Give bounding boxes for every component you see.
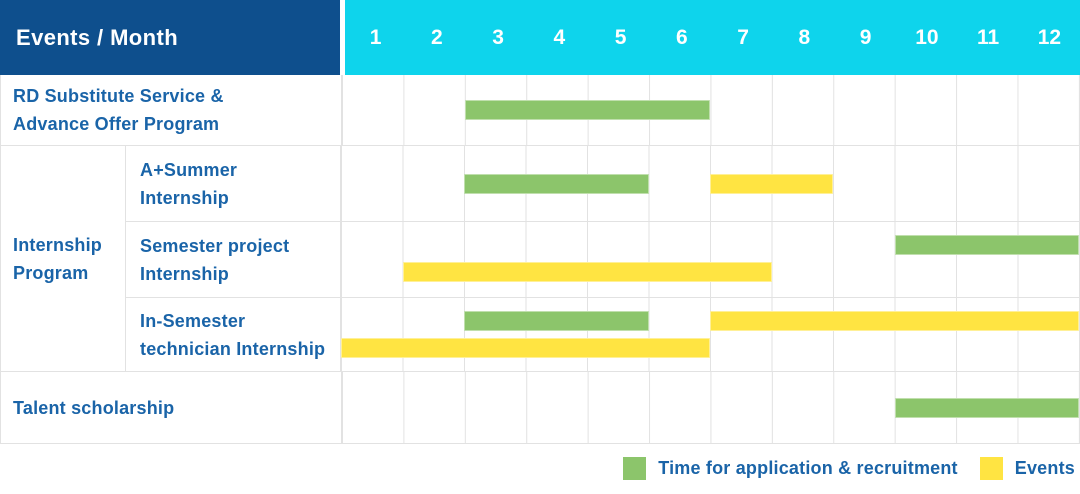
legend-item-events: Events — [979, 457, 1075, 480]
legend-label-events: Events — [1014, 458, 1075, 478]
month-label: 7 — [737, 25, 749, 49]
gantt-bar-yellow — [710, 311, 1079, 331]
month-label: 1 — [369, 25, 382, 49]
legend-swatch-yellow — [979, 457, 1003, 480]
chart-area-semester-project — [341, 222, 1079, 297]
row-summer-internship: A+Summer Internship — [126, 146, 1079, 222]
legend-label-recruitment: Time for application & recruitment — [658, 458, 958, 478]
month-label: 10 — [915, 25, 939, 49]
chart-area-talent-scholarship — [342, 372, 1079, 443]
gantt-bar-green — [894, 235, 1079, 255]
row-label-line: RD Substitute Service & — [13, 86, 224, 106]
row-label-line: Advance Offer Program — [13, 114, 220, 134]
gantt-bar-yellow — [402, 262, 772, 282]
row-label-technician-internship: In-Semester technician Internship — [126, 298, 341, 371]
row-label-summer-internship: A+Summer Internship — [126, 146, 341, 221]
legend-item-recruitment: Time for application & recruitment — [623, 457, 958, 480]
gantt-bar-yellow — [710, 173, 833, 194]
month-label: 5 — [614, 25, 627, 49]
row-semester-project: Semester project Internship — [126, 222, 1079, 298]
corner-header: Events / Month — [0, 0, 340, 75]
table-header: Events / Month 1 2 3 4 5 6 7 8 9 10 11 12 — [0, 0, 1080, 75]
row-technician-internship: In-Semester technician Internship — [126, 298, 1079, 371]
group-label-line: Internship — [13, 234, 103, 255]
gantt-bar-green — [464, 311, 649, 331]
row-label-line: In-Semester — [140, 310, 246, 331]
gantt-bar-yellow — [341, 338, 710, 358]
row-label-line: A+Summer — [140, 159, 238, 180]
row-label-line: Internship — [140, 263, 230, 284]
group-label-internship-program: Internship Program — [1, 146, 126, 371]
month-label: 4 — [553, 25, 566, 49]
table-body: RD Substitute Service & Advance Offer Pr… — [0, 75, 1080, 444]
month-label: 9 — [859, 25, 872, 49]
chart-area-rd-substitute — [342, 75, 1079, 145]
gantt-bar-green — [464, 173, 649, 194]
row-talent-scholarship: Talent scholarship — [1, 372, 1079, 444]
row-label-line: Internship — [140, 187, 230, 208]
month-label: 12 — [1037, 25, 1062, 49]
chart-area-technician-internship — [341, 298, 1079, 371]
legend-swatch-green — [623, 457, 647, 480]
row-rd-substitute: RD Substitute Service & Advance Offer Pr… — [1, 75, 1079, 146]
legend: Time for application & recruitment Event… — [623, 457, 1075, 480]
row-label-talent-scholarship: Talent scholarship — [1, 372, 342, 443]
group-label-line: Program — [13, 262, 89, 283]
row-label-semester-project: Semester project Internship — [126, 222, 341, 297]
month-label: 8 — [798, 25, 811, 49]
gantt-bar-green — [464, 100, 711, 120]
month-label: 3 — [492, 25, 504, 49]
header-divider — [340, 0, 345, 75]
gantt-bar-green — [894, 397, 1079, 418]
months-header: 1 2 3 4 5 6 7 8 9 10 11 12 — [345, 0, 1080, 75]
row-label-rd-substitute: RD Substitute Service & Advance Offer Pr… — [1, 75, 342, 145]
month-label: 11 — [977, 25, 1000, 49]
chart-area-summer-internship — [341, 146, 1079, 221]
internship-subrows: A+Summer Internship Semester project Int… — [126, 146, 1079, 371]
month-label: 2 — [431, 25, 443, 49]
month-label: 6 — [676, 25, 688, 49]
group-internship-program: Internship Program A+Summer Internship S… — [1, 146, 1079, 372]
row-label-line: technician Internship — [140, 338, 326, 359]
row-label-line: Talent scholarship — [13, 397, 175, 418]
row-label-line: Semester project — [140, 235, 290, 256]
